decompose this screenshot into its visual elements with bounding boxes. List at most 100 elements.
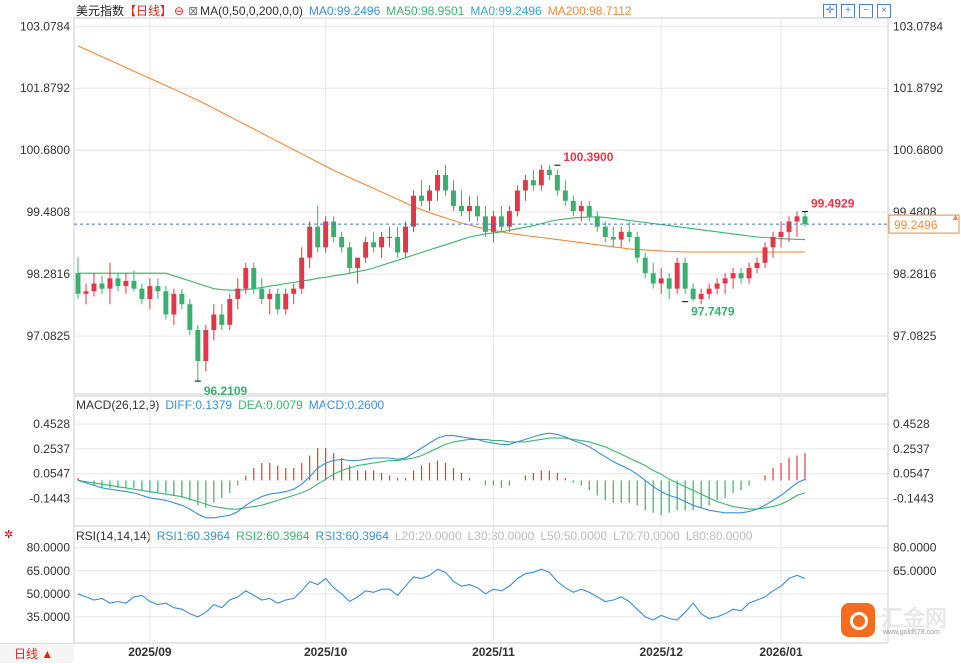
candle-body-91 — [802, 216, 808, 225]
candle-body-62 — [570, 200, 576, 212]
candle-body-21 — [243, 268, 249, 289]
candle-body-80 — [714, 283, 720, 289]
main-ytick-left-5: 97.0825 — [27, 329, 71, 343]
candle-body-9 — [147, 286, 153, 299]
rsi-ytick-left-2: 50.0000 — [27, 587, 71, 601]
candle-body-78 — [698, 293, 704, 299]
ma-value-3: MA200:98.7112 — [547, 4, 632, 18]
candle-body-44 — [427, 190, 432, 201]
candle-body-42 — [411, 195, 417, 227]
candle-body-89 — [786, 221, 792, 232]
main-ytick-right-1: 101.8792 — [893, 81, 943, 95]
chart-type-icon[interactable]: ⊠ — [188, 4, 199, 18]
candle-body-64 — [586, 206, 592, 217]
candle-body-79 — [706, 288, 712, 294]
settings-icon[interactable]: ⊖ — [174, 4, 185, 18]
candle-body-15 — [195, 330, 201, 361]
candle-body-2 — [91, 283, 97, 292]
candle-body-86 — [762, 247, 768, 263]
last-price-arrow-icon: ▲ — [951, 212, 960, 222]
candle-body-12 — [171, 293, 177, 315]
watermark: 汇金网 www.gold678.com — [841, 601, 953, 641]
rsi-value-6: L70:70.0000 — [613, 529, 680, 543]
candle-body-88 — [778, 231, 784, 237]
candle-body-70 — [634, 237, 640, 258]
macd-ytick-left-2: 0.0547 — [33, 467, 70, 481]
macd-ytick-right-0: 0.4528 — [893, 417, 930, 431]
rsi-value-5: L50:50.0000 — [540, 529, 608, 543]
rsi-value-0: RSI1:60.3964 — [156, 529, 231, 543]
candle-body-32 — [331, 221, 337, 237]
candle-body-46 — [443, 175, 448, 191]
candle-body-69 — [626, 231, 632, 237]
candle-body-45 — [435, 175, 440, 191]
candle-body-29 — [307, 226, 313, 258]
candle-body-68 — [618, 231, 624, 240]
main-ytick-left-1: 101.8792 — [20, 81, 70, 95]
main-ytick-right-4: 98.2816 — [893, 267, 937, 281]
candle-body-90 — [794, 216, 800, 222]
candle-body-63 — [578, 206, 584, 212]
xtick-label-1: 2025/10 — [304, 645, 348, 659]
watermark-title: 汇金网 — [881, 606, 948, 631]
ma50-line — [78, 216, 806, 291]
logo-icon — [841, 603, 875, 637]
rsi-value-3: L20:20.0000 — [394, 529, 462, 543]
candle-body-19 — [227, 299, 233, 325]
xtick-label-3: 2025/12 — [640, 645, 684, 659]
candle-body-31 — [323, 221, 329, 248]
candle-body-17 — [211, 314, 217, 330]
candle-body-10 — [155, 286, 161, 292]
candle-body-57 — [530, 180, 536, 186]
candle-body-81 — [722, 278, 728, 284]
ma-value-0: MA0:99.2496 — [308, 4, 381, 18]
candle-body-47 — [451, 190, 456, 206]
candle-body-73 — [658, 278, 664, 284]
candle-body-14 — [187, 304, 193, 330]
rsi-value-4: L30:30.0000 — [467, 529, 535, 543]
rsi-value-2: RSI3:60.3964 — [315, 529, 389, 543]
candle-body-36 — [363, 242, 369, 258]
rsi-ytick-left-1: 65.0000 — [27, 564, 71, 578]
candle-body-43 — [419, 195, 425, 201]
candle-body-35 — [355, 257, 361, 268]
candle-body-28 — [299, 257, 305, 289]
instrument-title: 美元指数 — [76, 4, 125, 18]
main-ytick-right-0: 103.0784 — [893, 19, 943, 33]
candle-body-25 — [275, 293, 281, 310]
candle-body-26 — [283, 293, 289, 310]
candle-body-65 — [594, 216, 600, 227]
candle-body-38 — [379, 237, 385, 248]
rsi-ytick-left-0: 80.0000 — [27, 541, 71, 555]
period-badge: 【日线】 — [124, 4, 173, 18]
low-annotation-3: 96.2109 — [204, 384, 248, 398]
candle-body-30 — [315, 226, 321, 248]
main-ytick-right-2: 100.6800 — [893, 143, 943, 157]
candle-body-85 — [754, 262, 760, 268]
candle-body-1 — [83, 291, 89, 294]
candle-body-18 — [219, 314, 225, 325]
macd-value-2: MACD:0.2600 — [308, 398, 385, 412]
ma-value-2: MA0:99.2496 — [470, 4, 542, 18]
candle-body-50 — [474, 206, 480, 217]
candle-body-75 — [674, 262, 680, 289]
candle-body-34 — [347, 247, 353, 268]
period-button[interactable]: 日线 ▲ — [0, 643, 74, 663]
rsi-line — [77, 568, 806, 621]
main-ytick-left-4: 98.2816 — [27, 267, 71, 281]
macd-ytick-right-3: -0.1443 — [893, 491, 934, 505]
candle-body-51 — [482, 216, 488, 232]
candle-body-56 — [522, 180, 528, 191]
macd-ytick-left-3: -0.1443 — [29, 491, 70, 505]
macd-ytick-left-1: 0.2537 — [33, 442, 70, 456]
candle-body-87 — [770, 237, 776, 248]
macd-ytick-right-2: 0.0547 — [893, 467, 930, 481]
candle-body-6 — [123, 280, 129, 287]
candle-body-74 — [666, 278, 672, 289]
macd-ytick-left-0: 0.4528 — [33, 417, 70, 431]
candle-body-4 — [107, 278, 113, 289]
macd-value-0: DIFF:0.1379 — [165, 398, 233, 412]
high-annotation-0: 100.3900 — [563, 150, 613, 164]
candle-body-13 — [179, 293, 185, 305]
rsi-settings-icon[interactable]: ✲ — [4, 529, 14, 541]
